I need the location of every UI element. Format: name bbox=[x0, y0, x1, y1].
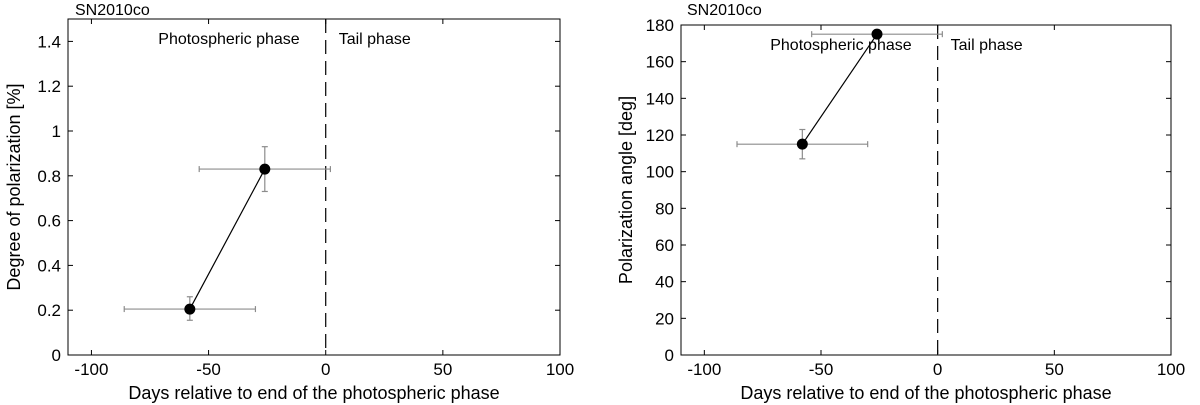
y-tick-label: 160 bbox=[646, 53, 674, 72]
y-tick-label: 0 bbox=[52, 346, 61, 365]
chart-panel-2: -100 -50 0 50 100 0 20 40 60 80 100 120 140 160 180 Day… bbox=[616, 2, 1185, 403]
y-tick-label: 0.4 bbox=[37, 256, 61, 275]
data-point bbox=[259, 163, 271, 175]
y-tick-label: 0 bbox=[665, 346, 674, 365]
data-point bbox=[184, 303, 196, 315]
y-tick-label: 60 bbox=[655, 236, 674, 255]
x-tick-label: 100 bbox=[546, 360, 574, 379]
x-tick-label: -50 bbox=[196, 360, 221, 379]
x-tick-label: -100 bbox=[74, 360, 108, 379]
annotation-tail-phase: Tail phase bbox=[951, 37, 1023, 54]
y-tick-label: 0.6 bbox=[37, 212, 61, 231]
y-tick-label: 0.8 bbox=[37, 167, 61, 186]
y-tick-label: 40 bbox=[655, 273, 674, 292]
y-tick-label: 1 bbox=[52, 122, 61, 141]
annotation-photospheric-phase: Photospheric phase bbox=[770, 37, 912, 54]
x-tick-label: 50 bbox=[1045, 360, 1064, 379]
x-tick-label: 100 bbox=[1157, 360, 1185, 379]
y-axis-label: Degree of polarization [%] bbox=[4, 83, 24, 290]
chart-title: SN2010co bbox=[687, 2, 762, 19]
y-tick-label: 0.2 bbox=[37, 301, 61, 320]
plot-frame bbox=[67, 18, 561, 356]
y-tick-label: 100 bbox=[646, 163, 674, 182]
y-axis-label: Polarization angle [deg] bbox=[616, 96, 636, 284]
x-tick-label: -50 bbox=[809, 360, 834, 379]
data-point bbox=[796, 138, 808, 150]
x-axis-label: Days relative to end of the photospheric… bbox=[128, 383, 499, 403]
chart-title: SN2010co bbox=[75, 2, 150, 19]
x-tick-label: 0 bbox=[321, 360, 330, 379]
x-tick-label: 0 bbox=[933, 360, 942, 379]
x-axis-label: Days relative to end of the photospheric… bbox=[740, 383, 1111, 403]
y-tick-label: 140 bbox=[646, 89, 674, 108]
x-tick-label: -100 bbox=[687, 360, 721, 379]
y-tick-label: 120 bbox=[646, 126, 674, 145]
chart-panel-1: -100 -50 0 50 100 0 0.2 0.4 0.6 0.8 1 1.2 1.4 Days re… bbox=[4, 2, 574, 403]
series-line bbox=[801, 33, 878, 145]
data-point bbox=[871, 28, 883, 40]
y-tick-label: 80 bbox=[655, 199, 674, 218]
plot-frame bbox=[680, 24, 1172, 356]
y-tick-label: 180 bbox=[646, 16, 674, 35]
y-tick-label: 1.2 bbox=[37, 77, 61, 96]
x-tick-label: 50 bbox=[433, 360, 452, 379]
annotation-photospheric-phase: Photospheric phase bbox=[158, 31, 300, 48]
y-tick-label: 1.4 bbox=[37, 32, 61, 51]
annotation-tail-phase: Tail phase bbox=[339, 31, 411, 48]
y-tick-label: 20 bbox=[655, 309, 674, 328]
series-line bbox=[189, 168, 266, 310]
